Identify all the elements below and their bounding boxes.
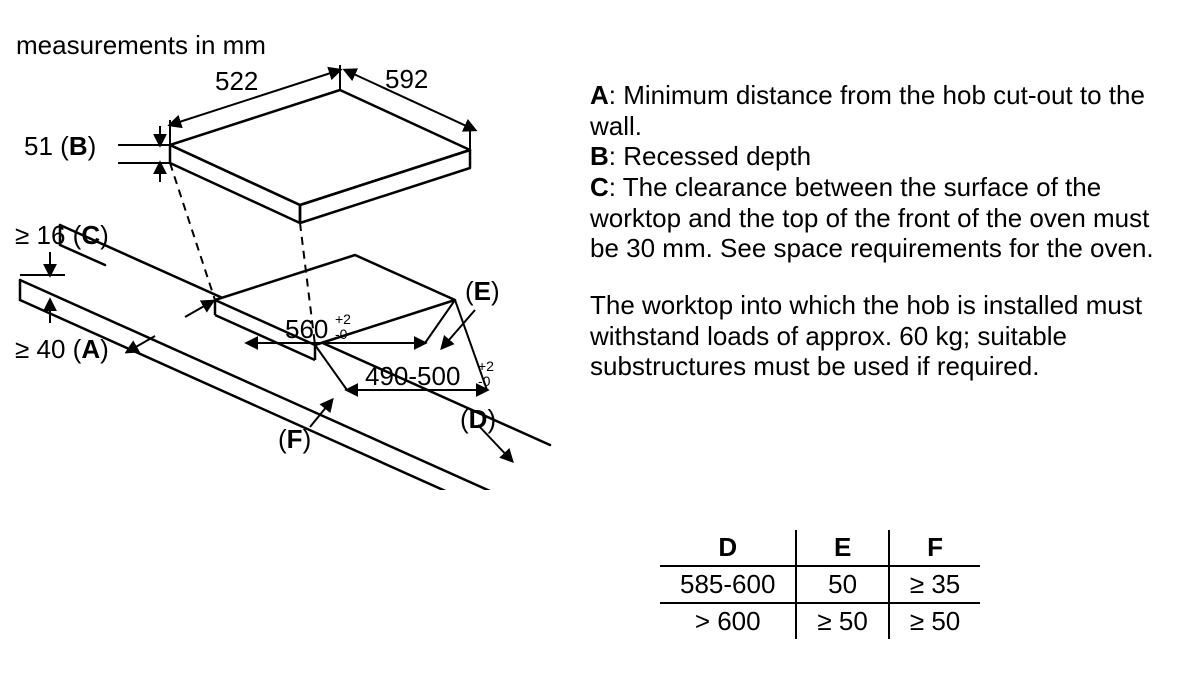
dim-cutout-depth-tol-l: -0 [478,373,491,389]
def-table: D E F 585-600 50 ≥ 35 > 600 ≥ 50 ≥ 50 [660,530,980,639]
legend-A: A: Minimum distance from the hob cut-out… [590,80,1170,141]
dim-cutout-width-tol-l: -0 [335,326,348,342]
th-E: E [796,530,888,566]
dim-hob-width: 592 [385,64,428,94]
th-D: D [660,530,796,566]
dim-cutout-width-tol-u: +2 [335,311,351,327]
table-header-row: D E F [660,530,980,566]
table-row: > 600 ≥ 50 ≥ 50 [660,603,980,639]
install-note: The worktop into which the hob is instal… [590,290,1170,382]
table-row: 585-600 50 ≥ 35 [660,566,980,603]
dim-cutout-width: 560 [285,314,328,344]
dim-hob-depth: 522 [215,66,258,96]
legend-B: B: Recessed depth [590,141,1170,172]
legend-C: C: The clearance between the surface of … [590,172,1170,264]
dim-cutout-depth-tol-u: +2 [478,358,494,374]
installation-diagram: 522 592 51 (B) [10,20,570,490]
ref-F: (F) [278,424,311,454]
dim-cutout-depth: 490-500 [365,361,460,391]
dim-B: 51 (B) [24,131,96,161]
ref-E: (E) [465,276,500,306]
dim-A: ≥ 40 (A) [15,334,109,364]
dim-C: ≥ 16 (C) [15,220,109,250]
th-F: F [889,530,980,566]
legend-column: A: Minimum distance from the hob cut-out… [590,80,1170,408]
ref-D: (D) [460,404,496,434]
